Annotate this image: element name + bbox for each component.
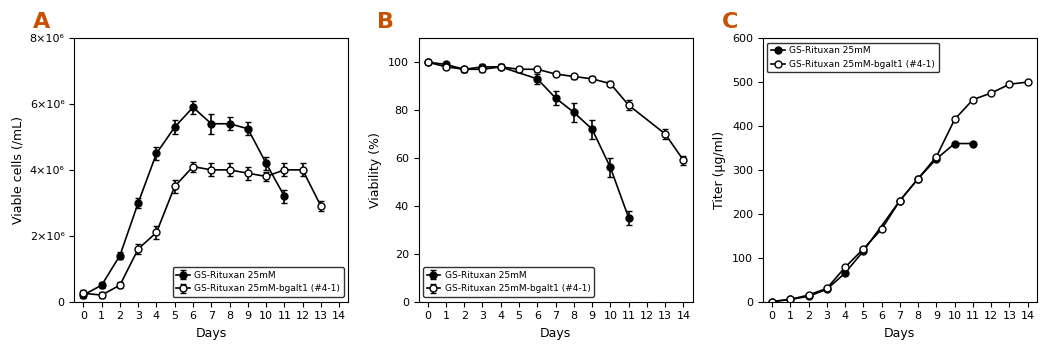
GS-Rituxan 25mM-bgalt1 (#4-1) bbox=[1022, 80, 1034, 84]
GS-Rituxan 25mM-bgalt1 (#4-1) bbox=[894, 199, 907, 203]
GS-Rituxan 25mM bbox=[802, 294, 814, 298]
GS-Rituxan 25mM-bgalt1 (#4-1) bbox=[838, 265, 851, 270]
GS-Rituxan 25mM-bgalt1 (#4-1) bbox=[802, 293, 814, 297]
GS-Rituxan 25mM bbox=[821, 287, 833, 291]
X-axis label: Days: Days bbox=[540, 327, 571, 340]
GS-Rituxan 25mM bbox=[784, 297, 796, 302]
GS-Rituxan 25mM-bgalt1 (#4-1) bbox=[857, 247, 870, 251]
GS-Rituxan 25mM-bgalt1 (#4-1) bbox=[948, 117, 961, 121]
GS-Rituxan 25mM-bgalt1 (#4-1) bbox=[766, 299, 779, 304]
Line: GS-Rituxan 25mM-bgalt1 (#4-1): GS-Rituxan 25mM-bgalt1 (#4-1) bbox=[768, 79, 1031, 305]
GS-Rituxan 25mM-bgalt1 (#4-1) bbox=[784, 297, 796, 302]
Y-axis label: Titer (μg/ml): Titer (μg/ml) bbox=[714, 131, 726, 209]
X-axis label: Days: Days bbox=[885, 327, 916, 340]
Legend: GS-Rituxan 25mM, GS-Rituxan 25mM-bgalt1 (#4-1): GS-Rituxan 25mM, GS-Rituxan 25mM-bgalt1 … bbox=[173, 267, 344, 297]
GS-Rituxan 25mM-bgalt1 (#4-1) bbox=[821, 286, 833, 291]
GS-Rituxan 25mM-bgalt1 (#4-1) bbox=[875, 227, 888, 231]
GS-Rituxan 25mM bbox=[948, 141, 961, 146]
GS-Rituxan 25mM bbox=[931, 157, 943, 161]
GS-Rituxan 25mM-bgalt1 (#4-1) bbox=[931, 154, 943, 159]
Legend: GS-Rituxan 25mM, GS-Rituxan 25mM-bgalt1 (#4-1): GS-Rituxan 25mM, GS-Rituxan 25mM-bgalt1 … bbox=[767, 43, 939, 72]
Y-axis label: Viability (%): Viability (%) bbox=[369, 132, 383, 208]
GS-Rituxan 25mM bbox=[766, 299, 779, 304]
GS-Rituxan 25mM bbox=[857, 249, 870, 253]
Line: GS-Rituxan 25mM: GS-Rituxan 25mM bbox=[768, 140, 977, 305]
X-axis label: Days: Days bbox=[196, 327, 227, 340]
GS-Rituxan 25mM bbox=[838, 271, 851, 275]
Text: A: A bbox=[34, 12, 50, 32]
Y-axis label: Viable cells (/mL): Viable cells (/mL) bbox=[12, 116, 24, 224]
GS-Rituxan 25mM-bgalt1 (#4-1) bbox=[912, 177, 924, 181]
Text: C: C bbox=[722, 12, 738, 32]
GS-Rituxan 25mM bbox=[894, 199, 907, 203]
GS-Rituxan 25mM-bgalt1 (#4-1) bbox=[1003, 82, 1016, 86]
Legend: GS-Rituxan 25mM, GS-Rituxan 25mM-bgalt1 (#4-1): GS-Rituxan 25mM, GS-Rituxan 25mM-bgalt1 … bbox=[423, 267, 594, 297]
GS-Rituxan 25mM-bgalt1 (#4-1) bbox=[985, 91, 998, 95]
GS-Rituxan 25mM-bgalt1 (#4-1) bbox=[966, 98, 979, 102]
GS-Rituxan 25mM bbox=[912, 177, 924, 181]
Text: B: B bbox=[377, 12, 394, 32]
GS-Rituxan 25mM bbox=[966, 141, 979, 146]
